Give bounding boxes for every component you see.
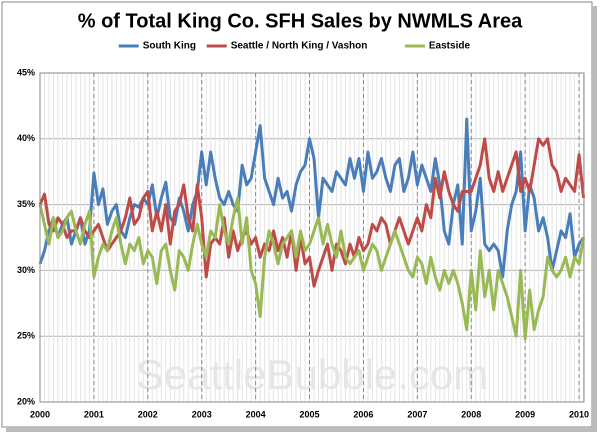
x-tick-label: 2010	[569, 409, 589, 419]
y-tick-label: 20%	[17, 396, 35, 406]
x-tick-label: 2006	[353, 409, 373, 419]
chart-title: % of Total King Co. SFH Sales by NWMLS A…	[78, 10, 523, 32]
y-tick-label: 40%	[17, 133, 35, 143]
legend-label: Seattle / North King / Vashon	[231, 41, 368, 52]
x-tick-label: 2003	[192, 409, 212, 419]
x-tick-label: 2009	[515, 409, 535, 419]
legend-label: Eastside	[429, 41, 471, 52]
x-tick-label: 2002	[138, 409, 158, 419]
y-tick-label: 30%	[17, 265, 35, 275]
plot-frame	[39, 72, 585, 403]
series-line	[38, 137, 586, 288]
x-tick-label: 2007	[407, 409, 427, 419]
x-tick-label: 2001	[84, 409, 104, 419]
series-line	[38, 196, 586, 341]
watermark: SeattleBubble.com	[136, 351, 489, 398]
frame-shadow	[592, 6, 597, 430]
y-tick-label: 35%	[17, 199, 35, 209]
frame-shadow	[6, 427, 597, 432]
x-tick-label: 2004	[246, 409, 266, 419]
series-line	[38, 117, 585, 279]
legend: South King Seattle / North King / Vashon E…	[118, 41, 471, 52]
x-tick-label: 2008	[461, 409, 481, 419]
y-tick-label: 45%	[17, 67, 35, 77]
x-tick-label: 2000	[30, 409, 50, 419]
y-tick-label: 25%	[17, 331, 35, 341]
legend-label: South King	[143, 41, 196, 52]
x-tick-label: 2005	[300, 409, 320, 419]
lines	[38, 117, 586, 341]
